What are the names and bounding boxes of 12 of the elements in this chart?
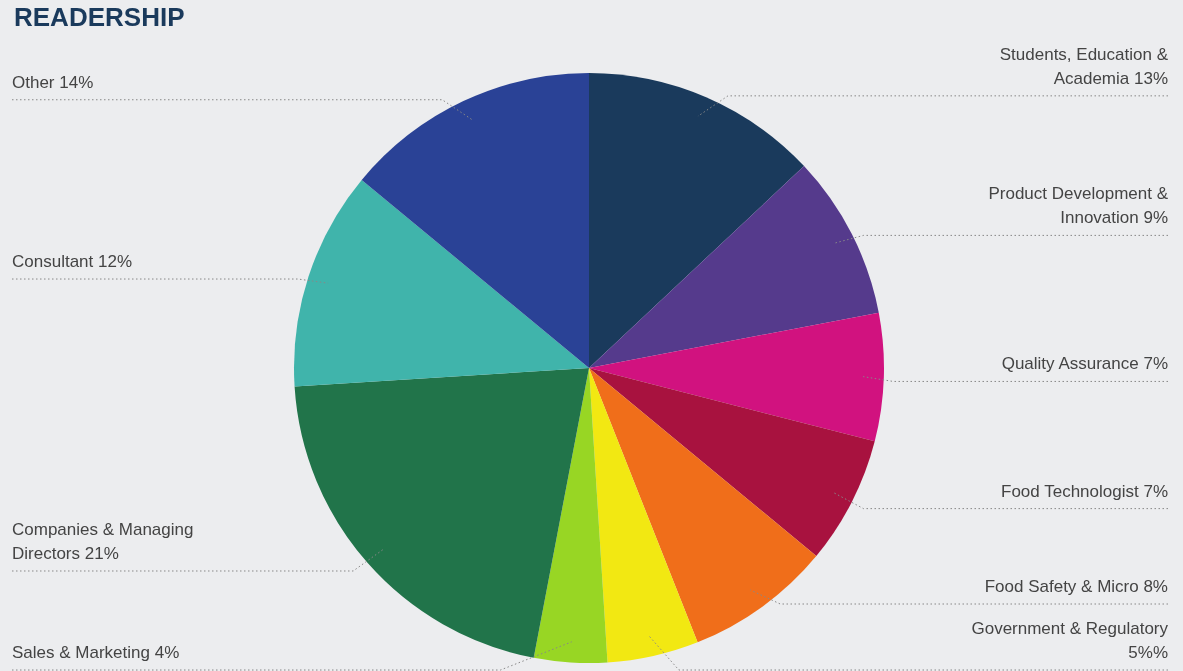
slice-label: Quality Assurance 7% (1001, 354, 1168, 374)
slice-label: Food Safety & Micro 8% (984, 577, 1168, 596)
slice-label: Sales & Marketing 4% (12, 643, 180, 662)
slice-label: Companies & Managing Directors 21% (12, 519, 194, 563)
slice-label: Students, Education & Academia 13% (999, 44, 1169, 88)
chart-title: READERSHIP (14, 2, 185, 33)
slice-label: Government & Regulatory (971, 619, 1169, 638)
slice-label: Product Development & Innovation 9% (988, 184, 1169, 228)
slice-label: Consultant 12% (12, 252, 133, 272)
data-label: 5%% (1128, 643, 1168, 662)
slice-label: Food Technologist 7% (1001, 481, 1168, 501)
slice-label: Other 14% (12, 72, 94, 92)
